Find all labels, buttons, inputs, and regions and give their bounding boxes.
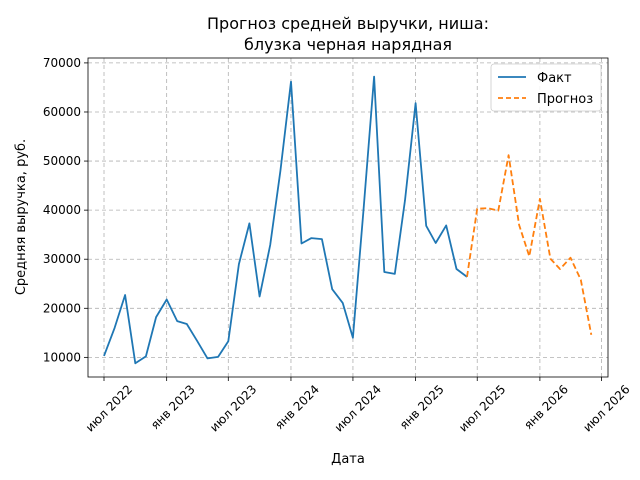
chart-title-line-2: блузка черная нарядная xyxy=(244,35,452,54)
x-axis-label: Дата xyxy=(331,452,365,467)
legend: Факт Прогноз xyxy=(490,63,602,112)
y-axis-label: Средняя выручка, руб. xyxy=(14,139,29,295)
plot-area-frame xyxy=(87,57,609,378)
legend-label-fact: Факт xyxy=(537,71,572,86)
y-tick-label: 60000 xyxy=(43,105,81,119)
y-tick-label: 70000 xyxy=(43,56,81,70)
series-line-fact xyxy=(103,75,468,365)
legend-label-forecast: Прогноз xyxy=(537,92,593,107)
y-tick-label: 20000 xyxy=(43,301,81,315)
legend-box xyxy=(490,63,602,112)
series-line-forecast xyxy=(466,154,593,335)
y-tick-label: 50000 xyxy=(43,154,81,168)
grid-lines xyxy=(88,58,608,377)
y-tick-label: 10000 xyxy=(43,350,81,364)
series-lines xyxy=(103,75,593,365)
y-tick-label: 40000 xyxy=(43,203,81,217)
chart-title-line-1: Прогноз средней выручки, ниша: xyxy=(207,14,489,33)
y-tick-label: 30000 xyxy=(43,252,81,266)
